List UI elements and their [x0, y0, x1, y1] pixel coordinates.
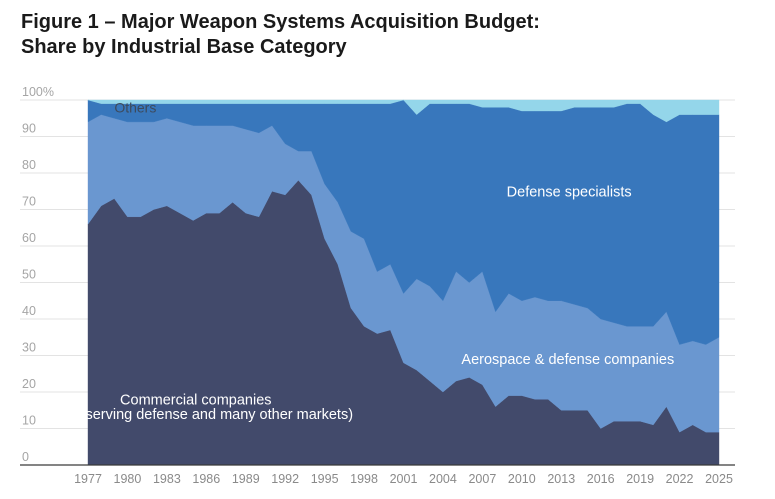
chart-title: Figure 1 – Major Weapon Systems Acquisit… — [21, 11, 540, 33]
annotation-label: Aerospace & defense companies — [461, 352, 674, 368]
x-tick-label: 2007 — [468, 472, 496, 486]
y-tick-label: 10 — [22, 414, 36, 428]
x-tick-label: 1995 — [311, 472, 339, 486]
x-tick-label: 1998 — [350, 472, 378, 486]
y-tick-label: 100% — [22, 85, 54, 99]
x-tick-label: 1986 — [192, 472, 220, 486]
x-tick-label: 2001 — [390, 472, 418, 486]
x-tick-label: 1992 — [271, 472, 299, 486]
annotation-label: Others — [114, 99, 156, 115]
annotation-label: Defense specialists — [507, 184, 632, 200]
y-tick-label: 20 — [22, 377, 36, 391]
x-tick-label: 1989 — [232, 472, 260, 486]
area-others — [87, 99, 720, 123]
x-tick-label: 2013 — [547, 472, 575, 486]
y-tick-label: 90 — [22, 122, 36, 136]
series-areas — [87, 99, 720, 466]
annotation-label: Commercial companies — [120, 392, 272, 408]
y-tick-label: 30 — [22, 341, 36, 355]
annotations: Others Defense specialists Aerospace & def… — [81, 99, 675, 423]
y-tick-label: 80 — [22, 158, 36, 172]
chart-title-block: Figure 1 – Major Weapon Systems Acquisit… — [21, 10, 540, 60]
y-tick-label: 0 — [22, 450, 29, 464]
x-tick-label: 1983 — [153, 472, 181, 486]
y-tick-label: 40 — [22, 304, 36, 318]
y-tick-label: 50 — [22, 268, 36, 282]
y-tick-label: 60 — [22, 231, 36, 245]
x-tick-label: 1977 — [74, 472, 102, 486]
y-tick-label: 70 — [22, 195, 36, 209]
annotation-label: (serving defense and many other markets) — [81, 407, 353, 423]
x-tick-label: 2010 — [508, 472, 536, 486]
chart-subtitle: Share by Industrial Base Category — [21, 36, 347, 58]
x-tick-label: 1980 — [114, 472, 142, 486]
x-tick-label: 2025 — [705, 472, 733, 486]
x-tick-label: 2022 — [666, 472, 694, 486]
x-tick-label: 2019 — [626, 472, 654, 486]
x-tick-label: 2016 — [587, 472, 615, 486]
x-tick-label: 2004 — [429, 472, 457, 486]
